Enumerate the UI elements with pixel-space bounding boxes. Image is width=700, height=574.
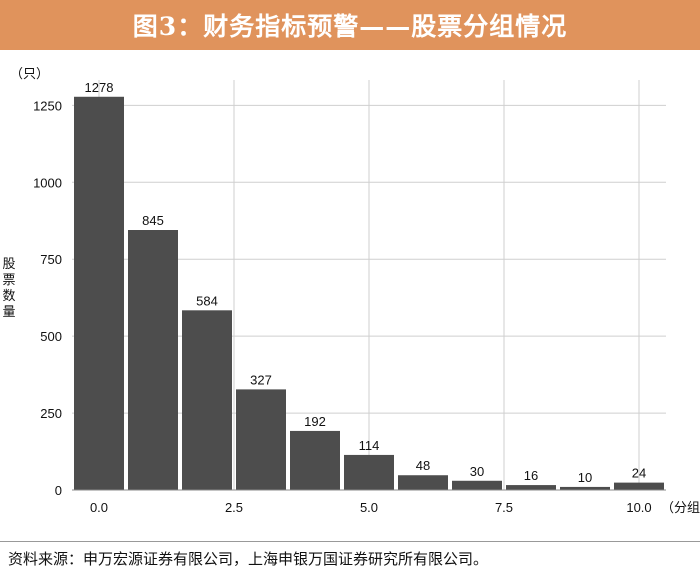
y-tick-label: 1000 bbox=[33, 175, 62, 190]
chart-title-banner: 图3：财务指标预警——股票分组情况 bbox=[0, 0, 700, 50]
data-label: 192 bbox=[304, 414, 326, 429]
y-axis-label-char: 量 bbox=[2, 305, 15, 320]
x-tick-label: 0.0 bbox=[90, 500, 108, 515]
data-label: 1278 bbox=[85, 80, 114, 95]
y-tick-label: 1250 bbox=[33, 98, 62, 113]
data-label: 114 bbox=[359, 438, 380, 453]
y-axis-label-char: 数 bbox=[2, 289, 15, 304]
bar bbox=[506, 485, 556, 490]
y-axis-label-char: 票 bbox=[2, 273, 15, 288]
data-label: 16 bbox=[524, 468, 538, 483]
x-tick-label: 5.0 bbox=[360, 500, 378, 515]
y-tick-label: 500 bbox=[40, 329, 62, 344]
data-label: 24 bbox=[632, 466, 646, 481]
bars bbox=[74, 96, 664, 490]
data-label: 10 bbox=[578, 470, 592, 485]
data-label: 584 bbox=[196, 293, 218, 308]
chart-title: 图3：财务指标预警——股票分组情况 bbox=[132, 12, 568, 41]
y-axis-unit: （只） bbox=[10, 67, 49, 82]
y-tick-label: 250 bbox=[40, 406, 62, 421]
x-axis-unit: （分组） bbox=[661, 501, 700, 516]
y-tick-label: 0 bbox=[55, 483, 62, 498]
y-tick-label: 750 bbox=[40, 252, 62, 267]
bar bbox=[452, 480, 502, 490]
bar bbox=[74, 96, 124, 490]
data-label: 30 bbox=[470, 464, 484, 479]
bar bbox=[128, 230, 178, 490]
bar bbox=[560, 486, 610, 490]
x-tick-label: 10.0 bbox=[626, 500, 651, 515]
axes: 0 250 500 750 1000 1250 0.0 2.5 5.0 7.5 10.0 bbox=[33, 98, 666, 515]
bar bbox=[398, 475, 448, 490]
x-tick-label: 7.5 bbox=[495, 500, 513, 515]
bar bbox=[290, 430, 340, 490]
footer-divider bbox=[0, 541, 700, 542]
bar bbox=[344, 454, 394, 490]
y-axis-label-char: 股 bbox=[2, 257, 15, 272]
bar bbox=[182, 310, 232, 490]
source-note: 资料来源：申万宏源证券有限公司，上海申银万国证券研究所有限公司。 bbox=[8, 550, 489, 568]
data-label: 845 bbox=[142, 213, 164, 228]
data-labels: 1278 845 584 327 192 114 48 30 16 10 24 bbox=[85, 80, 647, 485]
data-label: 48 bbox=[416, 458, 430, 473]
data-label: 327 bbox=[250, 372, 272, 387]
bar-chart: 0 250 500 750 1000 1250 0.0 2.5 5.0 7.5 10.0 1278 8… bbox=[2, 67, 700, 516]
bar bbox=[614, 482, 664, 490]
x-tick-label: 2.5 bbox=[225, 500, 243, 515]
bar bbox=[236, 389, 286, 490]
